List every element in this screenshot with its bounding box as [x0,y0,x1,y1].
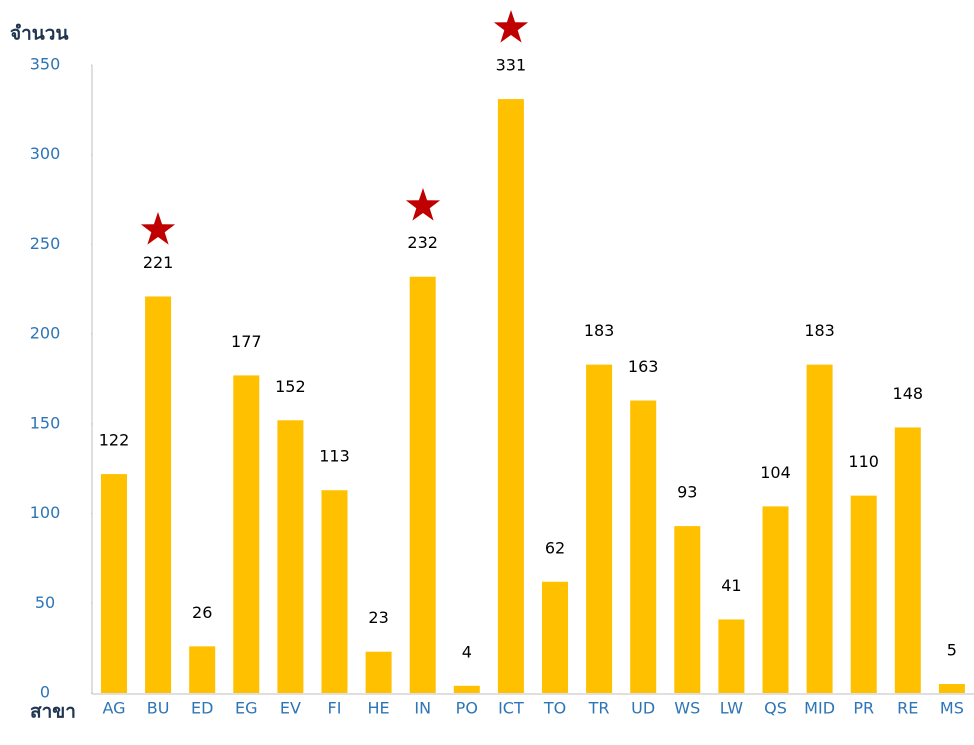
bar [630,400,657,693]
bar [762,506,789,693]
x-tick-label: WS [674,699,700,718]
y-tick-label: 150 [30,413,61,432]
bar [189,646,216,693]
y-tick-label: 100 [30,503,61,522]
data-label: 331 [496,56,527,75]
x-tick-label: ICT [498,699,524,718]
y-tick-label: 250 [30,234,61,253]
bar [453,685,480,693]
data-label: 104 [760,463,791,482]
x-tick-label: MS [940,699,964,718]
y-tick-label: 0 [40,683,50,702]
x-tick-label: TO [543,699,566,718]
x-tick-label: ED [191,699,213,718]
data-label: 163 [628,357,659,376]
x-tick-label: AG [102,699,125,718]
x-tick-label: UD [631,699,655,718]
data-label: 177 [231,332,262,351]
bar [233,375,260,693]
data-label: 26 [192,603,212,622]
x-tick-label: RE [897,699,918,718]
x-tick-label: QS [764,699,787,718]
data-label: 183 [804,321,835,340]
bar [850,495,877,693]
x-tick-label: BU [147,699,170,718]
y-axis-label: จำนวน [10,23,68,45]
bar [894,427,921,693]
bar [586,364,613,693]
x-tick-label: MID [804,699,835,718]
y-tick-label: 50 [35,593,55,612]
bar [277,420,304,693]
data-label: 5 [947,641,957,660]
bar [718,619,745,693]
y-tick-label: 350 [30,55,61,74]
y-tick-label: 300 [30,144,61,163]
data-label: 221 [143,253,174,272]
x-tick-label: FI [328,699,342,718]
bar [674,526,701,693]
data-label: 110 [848,452,879,471]
data-label: 152 [275,377,306,396]
bar [806,364,833,693]
star [140,212,176,245]
x-axis-label: สาขา [30,701,76,723]
bar [321,490,348,693]
data-label: 4 [462,642,472,661]
star [493,10,529,43]
data-label: 183 [584,321,615,340]
data-label: 93 [677,483,697,502]
x-tick-label: TR [588,699,610,718]
bar [101,474,127,693]
data-label: 23 [368,608,388,627]
x-tick-label: IN [414,699,431,718]
x-tick-label: EV [280,699,301,718]
data-label: 113 [319,447,350,466]
data-label: 41 [721,576,741,595]
bar [938,684,965,693]
bar [365,651,392,693]
y-tick-label: 200 [30,324,61,343]
data-label: 232 [407,233,438,252]
data-label: 148 [893,384,924,403]
bar [542,581,568,693]
x-tick-label: PO [456,699,478,718]
x-tick-label: HE [368,699,390,718]
x-tick-label: EG [235,699,258,718]
x-tick-label: PR [853,699,874,718]
data-label: 62 [545,538,565,557]
bar [497,99,524,693]
star [405,188,441,221]
x-tick-label: LW [720,699,743,718]
bar [409,276,436,693]
bar [145,296,172,693]
data-label: 122 [99,431,130,450]
